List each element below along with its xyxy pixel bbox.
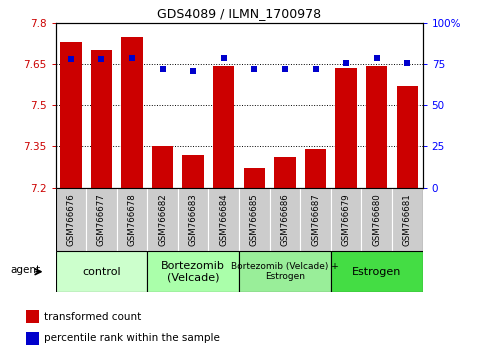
Bar: [331, 251, 423, 292]
Point: [67, 56, 75, 62]
Text: agent: agent: [10, 265, 40, 275]
Text: GSM766684: GSM766684: [219, 193, 228, 246]
Text: percentile rank within the sample: percentile rank within the sample: [44, 333, 220, 343]
Text: Bortezomib (Velcade) +
Estrogen: Bortezomib (Velcade) + Estrogen: [231, 262, 339, 281]
Bar: [270, 188, 300, 251]
Bar: [121, 37, 143, 188]
Text: GSM766676: GSM766676: [66, 193, 75, 246]
Bar: [56, 251, 147, 292]
Bar: [300, 188, 331, 251]
Bar: [86, 188, 117, 251]
Bar: [335, 68, 357, 188]
Bar: [27, 332, 39, 345]
Bar: [366, 65, 387, 188]
Bar: [152, 147, 173, 188]
Bar: [239, 188, 270, 251]
Bar: [27, 310, 39, 323]
Bar: [361, 188, 392, 251]
Bar: [305, 149, 327, 188]
Bar: [178, 188, 209, 251]
Bar: [209, 188, 239, 251]
Bar: [244, 169, 265, 188]
Bar: [239, 251, 331, 292]
Bar: [274, 158, 296, 188]
Point: [312, 66, 319, 72]
Text: Bortezomib
(Velcade): Bortezomib (Velcade): [161, 261, 225, 282]
Bar: [331, 188, 361, 251]
Bar: [91, 50, 112, 188]
Bar: [117, 188, 147, 251]
Point: [189, 68, 197, 74]
Bar: [213, 65, 235, 188]
Bar: [60, 42, 82, 188]
Point: [403, 60, 411, 65]
Text: Estrogen: Estrogen: [352, 267, 401, 277]
Text: GSM766681: GSM766681: [403, 193, 412, 246]
Text: GSM766682: GSM766682: [158, 193, 167, 246]
Text: GSM766683: GSM766683: [189, 193, 198, 246]
Text: GSM766677: GSM766677: [97, 193, 106, 246]
Text: transformed count: transformed count: [44, 312, 142, 322]
Bar: [147, 188, 178, 251]
Bar: [392, 188, 423, 251]
Point: [342, 60, 350, 65]
Text: GSM766685: GSM766685: [250, 193, 259, 246]
Point: [220, 55, 227, 61]
Bar: [56, 188, 86, 251]
Bar: [147, 251, 239, 292]
Text: GSM766678: GSM766678: [128, 193, 137, 246]
Title: GDS4089 / ILMN_1700978: GDS4089 / ILMN_1700978: [157, 7, 321, 21]
Point: [98, 56, 105, 62]
Text: GSM766679: GSM766679: [341, 193, 351, 246]
Text: GSM766686: GSM766686: [281, 193, 289, 246]
Point: [251, 66, 258, 72]
Point: [159, 66, 167, 72]
Text: GSM766687: GSM766687: [311, 193, 320, 246]
Point: [373, 55, 381, 61]
Point: [281, 66, 289, 72]
Text: control: control: [82, 267, 121, 277]
Bar: [397, 86, 418, 188]
Point: [128, 55, 136, 61]
Text: GSM766680: GSM766680: [372, 193, 381, 246]
Bar: [183, 155, 204, 188]
